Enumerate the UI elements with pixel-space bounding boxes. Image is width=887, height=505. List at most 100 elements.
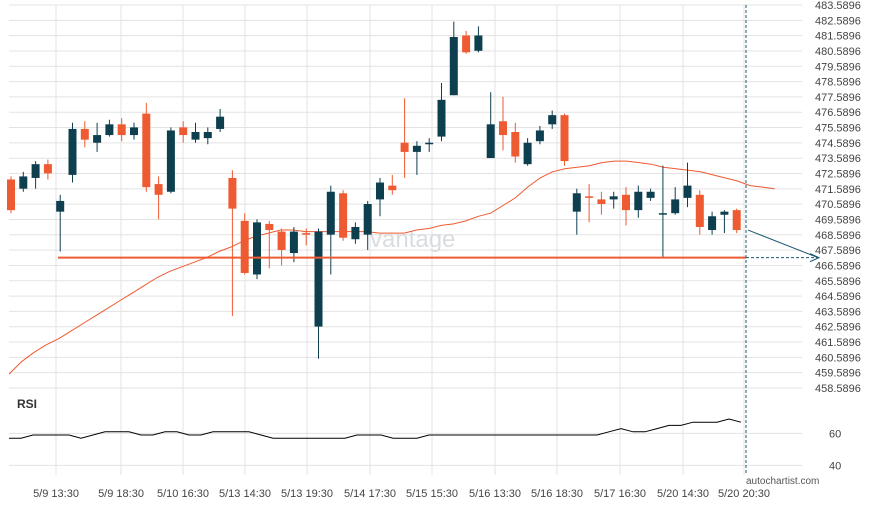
x-tick-label: 5/16 13:30 <box>469 488 521 500</box>
x-tick-label: 5/9 13:30 <box>33 488 79 500</box>
rsi-panel <box>9 418 742 439</box>
candle-body <box>511 131 520 157</box>
candle-bullish <box>671 187 680 215</box>
candle-body <box>622 194 630 211</box>
candle-bullish <box>523 138 532 166</box>
y-tick-label: 459.5896 <box>815 368 861 380</box>
candle-body <box>203 131 212 139</box>
candle-body <box>363 204 372 235</box>
candle-bullish <box>31 161 40 189</box>
x-tick-label: 5/13 19:30 <box>281 488 333 500</box>
candle-body <box>708 216 717 231</box>
candle-bearish <box>265 220 274 269</box>
candle-body <box>142 113 151 188</box>
candle-body <box>314 231 323 327</box>
x-tick-label: 5/20 14:30 <box>657 488 709 500</box>
candle-body <box>376 182 384 200</box>
candle-bullish <box>314 228 323 359</box>
candle-body <box>597 199 606 205</box>
candle-bullish <box>166 127 175 194</box>
candle-bullish <box>449 21 458 96</box>
candle-bearish <box>80 121 89 148</box>
candle-body <box>449 37 458 96</box>
candle-bullish <box>216 109 225 132</box>
candle-body <box>634 191 643 211</box>
candle-body <box>240 220 249 273</box>
candle-bullish <box>93 122 102 152</box>
candle-body <box>720 211 729 215</box>
candle-body <box>93 135 102 143</box>
candle-bearish <box>388 174 397 195</box>
candle-body <box>572 193 581 212</box>
autochartist-credit: autochartist.com <box>746 476 819 487</box>
candle-bearish <box>511 122 520 163</box>
candle-bearish <box>732 208 741 234</box>
candle-bearish <box>560 113 569 166</box>
x-axis: 5/9 13:30 5/9 18:30 5/10 16:30 5/13 14:30 5/… <box>33 488 770 500</box>
candle-body <box>523 142 532 165</box>
candle-bearish <box>43 159 52 180</box>
candle-body <box>425 142 434 145</box>
rsi-line <box>9 418 742 439</box>
candle-body <box>474 35 483 51</box>
candle-body <box>339 193 348 238</box>
candle-body <box>535 130 544 142</box>
candle-bullish <box>474 26 483 53</box>
candle-bullish <box>535 125 544 145</box>
candle-body <box>191 131 200 140</box>
y-tick-label: 478.5896 <box>815 77 861 89</box>
candle-bearish <box>302 228 311 246</box>
y-tick-label: 476.5896 <box>815 107 861 119</box>
forecast <box>745 5 821 475</box>
y-tick-label: 467.5896 <box>815 245 861 257</box>
candle-body <box>68 128 77 175</box>
candle-bearish <box>240 213 249 275</box>
candle-bullish <box>437 82 446 142</box>
candle-body <box>289 231 298 254</box>
candle-body <box>548 115 557 125</box>
candle-bullish <box>572 188 581 235</box>
candle-bullish <box>19 171 28 192</box>
candle-body <box>7 179 15 211</box>
x-tick-label: 5/13 14:30 <box>219 488 271 500</box>
candle-bullish <box>351 222 360 244</box>
candle-bullish <box>646 188 655 201</box>
y-tick-label: 477.5896 <box>815 92 861 104</box>
candle-bullish <box>289 226 298 263</box>
rsi-tick-label: 40 <box>829 460 841 472</box>
candle-body <box>437 99 446 137</box>
moving-average-line <box>8 160 775 375</box>
forecast-arrow-line <box>747 229 819 259</box>
candle-bearish <box>695 190 704 235</box>
y-tick-label: 482.5896 <box>815 15 861 27</box>
x-tick-label: 5/10 16:30 <box>157 488 209 500</box>
x-tick-label: 5/17 16:30 <box>594 488 646 500</box>
candle-bearish <box>499 96 507 151</box>
forecast-arrow-head <box>809 253 821 263</box>
moving-average <box>8 160 775 375</box>
candle-bearish <box>339 190 348 241</box>
candle-body <box>683 185 692 198</box>
candle-bullish <box>486 92 495 159</box>
candle-bullish <box>68 122 77 183</box>
candle-bullish <box>363 200 372 250</box>
candle-bearish <box>622 187 630 226</box>
candle-body <box>130 127 138 136</box>
candle-body <box>19 176 28 189</box>
y-tick-label: 483.5896 <box>815 0 861 12</box>
candle-bearish <box>585 184 594 223</box>
candle-body <box>80 128 89 140</box>
candle-body <box>105 124 114 136</box>
candle-body <box>671 199 680 214</box>
candle-bullish <box>203 127 212 145</box>
candle-bullish <box>326 185 335 275</box>
y-tick-label: 468.5896 <box>815 230 861 242</box>
y-tick-label: 473.5896 <box>815 153 861 165</box>
candle-body <box>154 184 163 195</box>
candle-bullish <box>253 219 261 280</box>
candle-bearish <box>117 118 126 142</box>
candle-bullish <box>708 211 717 235</box>
y-tick-label: 461.5896 <box>815 337 861 349</box>
candle-body <box>228 177 237 209</box>
